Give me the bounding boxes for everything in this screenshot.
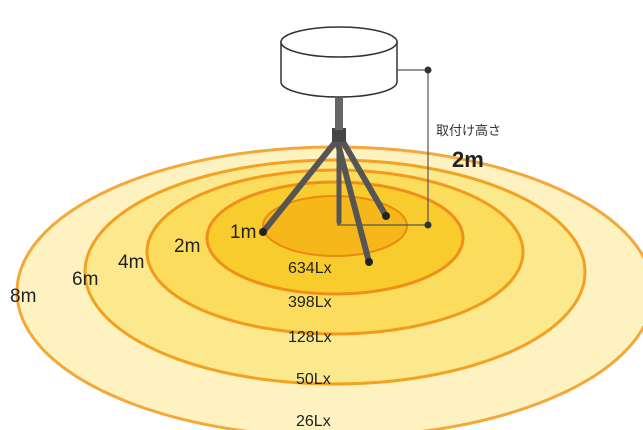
mast-clamp (332, 128, 346, 142)
distance-label-6m: 6m (72, 269, 98, 290)
tripod-feet (259, 212, 390, 266)
lux-label-128: 128Lx (288, 329, 332, 346)
ring-1m (262, 195, 408, 257)
lux-label-634: 634Lx (288, 260, 332, 277)
light-fixture (280, 26, 398, 98)
dimension-dot-bottom (424, 221, 432, 229)
lux-label-398: 398Lx (288, 294, 332, 311)
distance-label-1m: 1m (230, 222, 256, 243)
height-dimension (337, 69, 429, 226)
lux-label-26: 26Lx (296, 413, 331, 430)
mount-height-value: 2m (452, 147, 484, 172)
lux-label-50: 50Lx (296, 371, 331, 388)
dimension-dot-top (424, 66, 432, 74)
distance-label-2m: 2m (174, 236, 200, 257)
distance-label-4m: 4m (118, 252, 144, 273)
mount-height-caption: 取付け高さ (436, 123, 501, 139)
distance-label-8m: 8m (10, 286, 36, 307)
mast-top (335, 98, 343, 130)
